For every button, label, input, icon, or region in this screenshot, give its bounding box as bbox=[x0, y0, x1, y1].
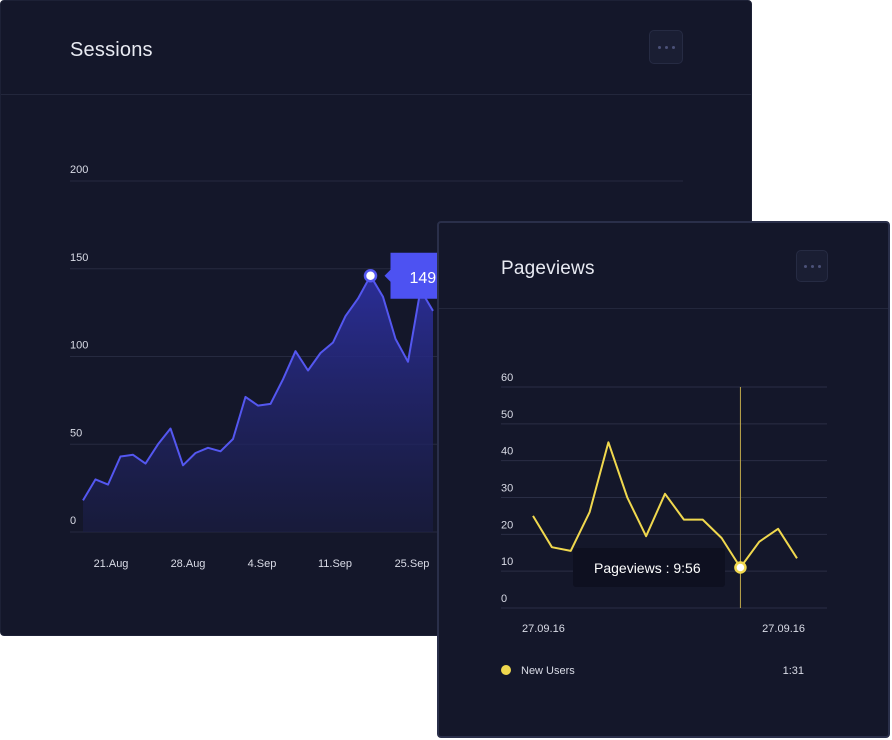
pageviews-tooltip-sep: : bbox=[662, 560, 674, 576]
more-horizontal-icon bbox=[803, 264, 821, 268]
pageviews-ytick-label: 0 bbox=[501, 593, 507, 605]
legend-value: 1:31 bbox=[783, 665, 804, 677]
pageviews-tooltip-value: 9:56 bbox=[673, 560, 700, 576]
pageviews-tooltip-bubble bbox=[573, 548, 725, 587]
sessions-ytick-label: 0 bbox=[70, 515, 76, 527]
pageviews-ytick-label: 30 bbox=[501, 483, 513, 495]
pageviews-chart: 0 10 20 30 40 50 60 Pageviews : 9:56 27.09.16 2… bbox=[501, 372, 827, 677]
pageviews-xtick-label: 27.09.16 bbox=[762, 623, 805, 635]
pageviews-xtick-label: 27.09.16 bbox=[522, 623, 565, 635]
sessions-xtick-label: 28.Aug bbox=[171, 558, 206, 570]
sessions-card-header: Sessions bbox=[1, 1, 751, 95]
sessions-ytick-label: 100 bbox=[70, 340, 88, 352]
sessions-xtick-label: 21.Aug bbox=[94, 558, 129, 570]
pageviews-line bbox=[532, 441, 798, 569]
more-horizontal-icon bbox=[657, 45, 675, 49]
pageviews-highlight-point[interactable] bbox=[734, 561, 747, 574]
pageviews-tooltip-label: Pageviews bbox=[594, 560, 662, 576]
svg-text:Pageviews : 9:56: Pageviews : 9:56 bbox=[594, 560, 701, 576]
legend-dot-icon bbox=[501, 665, 511, 675]
pageviews-card: Pageviews 0 10 20 30 40 50 60 Pageviews : 9:56… bbox=[437, 221, 890, 738]
pageviews-legend: New Users 1:31 bbox=[501, 665, 804, 677]
sessions-ytick-label: 200 bbox=[70, 164, 88, 176]
sessions-more-button[interactable] bbox=[649, 30, 683, 64]
sessions-xtick-label: 4.Sep bbox=[248, 558, 277, 570]
sessions-highlight-point[interactable] bbox=[363, 269, 378, 283]
legend-label: New Users bbox=[521, 665, 575, 677]
pageviews-ytick-label: 20 bbox=[501, 519, 513, 531]
sessions-area bbox=[83, 275, 433, 532]
pageviews-ytick-label: 10 bbox=[501, 556, 513, 568]
pageviews-card-header: Pageviews bbox=[439, 223, 888, 309]
sessions-line bbox=[82, 274, 434, 501]
sessions-xtick-label: 25.Sep bbox=[395, 558, 430, 570]
pageviews-ytick-label: 50 bbox=[501, 409, 513, 421]
sessions-title: Sessions bbox=[70, 39, 153, 61]
sessions-ytick-label: 150 bbox=[70, 252, 88, 264]
pageviews-tooltip: Pageviews : 9:56 bbox=[573, 548, 725, 587]
sessions-xtick-label: 11.Sep bbox=[318, 558, 352, 570]
pageviews-title: Pageviews bbox=[501, 258, 595, 279]
pageviews-more-button[interactable] bbox=[796, 250, 828, 282]
pageviews-ytick-label: 60 bbox=[501, 372, 513, 384]
sessions-ytick-label: 50 bbox=[70, 427, 82, 439]
pageviews-ytick-label: 40 bbox=[501, 446, 513, 458]
